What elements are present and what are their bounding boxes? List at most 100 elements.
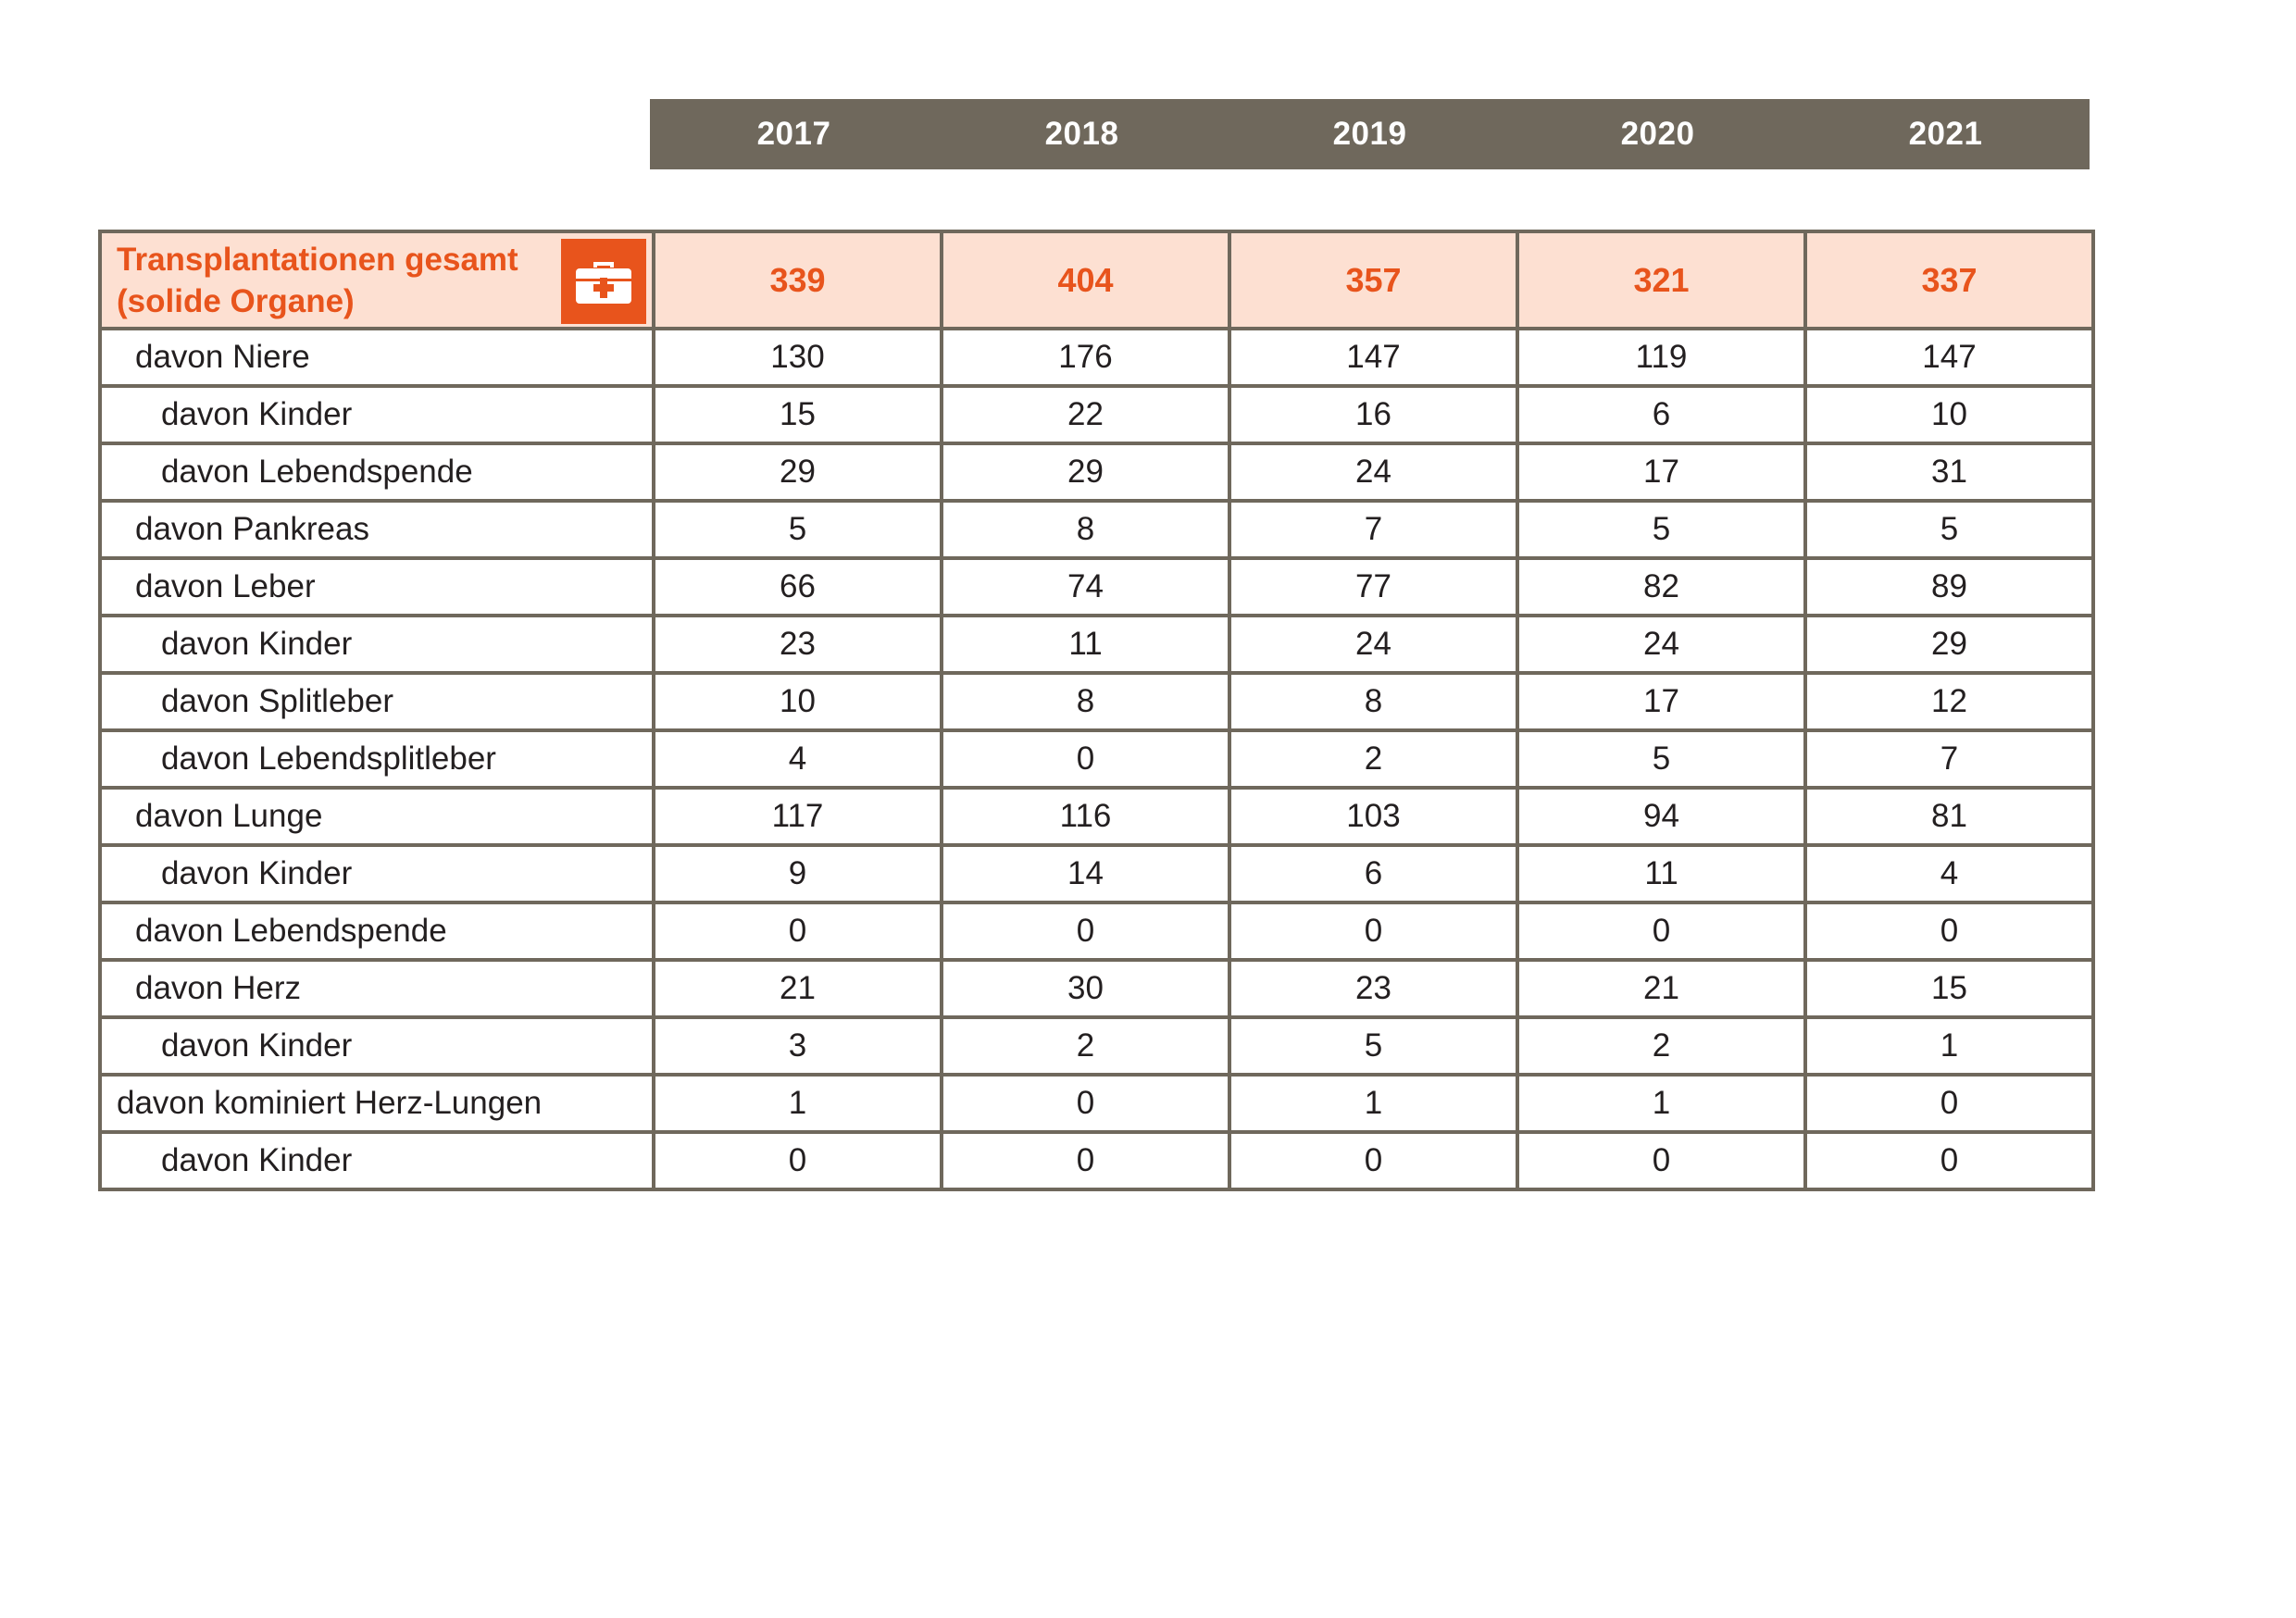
row-value-2017: 15	[652, 384, 943, 445]
total-row: Transplantationen gesamt (solide Organe)…	[98, 230, 2095, 330]
row-value-2017: 0	[652, 1130, 943, 1191]
row-value-2019: 0	[1228, 901, 1519, 962]
table-row: davon Kinder 9 14 6 11 4	[98, 843, 2095, 904]
table-row: davon kominiert Herz-Lungen 1 0 1 1 0	[98, 1073, 2095, 1134]
row-value-2021: 0	[1803, 1073, 2095, 1134]
row-value-2017: 29	[652, 442, 943, 503]
row-value-2020: 24	[1516, 614, 1807, 675]
row-value-2019: 147	[1228, 327, 1519, 388]
row-value-2017: 10	[652, 671, 943, 732]
row-value-2020: 21	[1516, 958, 1807, 1019]
year-header-2017: 2017	[756, 116, 831, 152]
table-row: davon Kinder 15 22 16 6 10	[98, 384, 2095, 445]
row-value-2020: 0	[1516, 901, 1807, 962]
row-value-2018: 0	[940, 1073, 1231, 1134]
row-label: davon Splitleber	[98, 671, 655, 732]
row-value-2020: 1	[1516, 1073, 1807, 1134]
row-value-2019: 23	[1228, 958, 1519, 1019]
row-value-2021: 89	[1803, 556, 2095, 617]
row-label: davon Lunge	[98, 786, 655, 847]
row-value-2019: 1	[1228, 1073, 1519, 1134]
row-value-2019: 24	[1228, 614, 1519, 675]
row-label: davon Kinder	[98, 1130, 655, 1191]
row-value-2021: 147	[1803, 327, 2095, 388]
row-value-2017: 21	[652, 958, 943, 1019]
total-value-2019: 357	[1228, 230, 1519, 330]
table-row: davon Splitleber 10 8 8 17 12	[98, 671, 2095, 732]
row-value-2017: 3	[652, 1015, 943, 1077]
row-value-2018: 11	[940, 614, 1231, 675]
row-label: davon Lebendspende	[98, 442, 655, 503]
row-value-2019: 7	[1228, 499, 1519, 560]
total-value-2018: 404	[940, 230, 1231, 330]
row-value-2020: 17	[1516, 671, 1807, 732]
row-value-2018: 0	[940, 901, 1231, 962]
row-value-2017: 9	[652, 843, 943, 904]
total-label-cell: Transplantationen gesamt (solide Organe)	[98, 230, 655, 330]
row-value-2021: 29	[1803, 614, 2095, 675]
row-value-2021: 0	[1803, 901, 2095, 962]
row-value-2018: 0	[940, 728, 1231, 790]
row-label: davon Kinder	[98, 1015, 655, 1077]
year-header-2018: 2018	[1044, 116, 1119, 152]
row-value-2021: 7	[1803, 728, 2095, 790]
total-value-2017: 339	[652, 230, 943, 330]
transplant-table: Transplantationen gesamt (solide Organe)…	[98, 230, 2095, 1191]
row-value-2020: 5	[1516, 499, 1807, 560]
total-value-2021: 337	[1803, 230, 2095, 330]
row-value-2017: 5	[652, 499, 943, 560]
row-label: davon Kinder	[98, 384, 655, 445]
row-value-2017: 0	[652, 901, 943, 962]
year-header-2021: 2021	[1908, 116, 1983, 152]
row-value-2018: 30	[940, 958, 1231, 1019]
table-row: davon Leber 66 74 77 82 89	[98, 556, 2095, 617]
row-value-2019: 16	[1228, 384, 1519, 445]
row-label: davon Leber	[98, 556, 655, 617]
row-value-2019: 77	[1228, 556, 1519, 617]
table-row: davon Lebendsplitleber 4 0 2 5 7	[98, 728, 2095, 790]
table-row: davon Kinder 0 0 0 0 0	[98, 1130, 2095, 1191]
row-value-2019: 0	[1228, 1130, 1519, 1191]
table-row: davon Lunge 117 116 103 94 81	[98, 786, 2095, 847]
row-label: davon Lebendsplitleber	[98, 728, 655, 790]
row-value-2018: 2	[940, 1015, 1231, 1077]
row-label: davon Niere	[98, 327, 655, 388]
row-value-2019: 8	[1228, 671, 1519, 732]
total-value-2020: 321	[1516, 230, 1807, 330]
row-value-2021: 15	[1803, 958, 2095, 1019]
row-value-2017: 130	[652, 327, 943, 388]
row-value-2017: 117	[652, 786, 943, 847]
total-label: Transplantationen gesamt (solide Organe)	[117, 241, 518, 319]
row-value-2020: 2	[1516, 1015, 1807, 1077]
row-value-2019: 2	[1228, 728, 1519, 790]
table-row: davon Kinder 3 2 5 2 1	[98, 1015, 2095, 1077]
row-value-2021: 81	[1803, 786, 2095, 847]
row-value-2018: 116	[940, 786, 1231, 847]
row-value-2017: 1	[652, 1073, 943, 1134]
row-value-2020: 11	[1516, 843, 1807, 904]
table-row: davon Niere 130 176 147 119 147	[98, 327, 2095, 388]
row-value-2017: 23	[652, 614, 943, 675]
row-label: davon Kinder	[98, 843, 655, 904]
row-value-2021: 10	[1803, 384, 2095, 445]
row-label: davon Pankreas	[98, 499, 655, 560]
row-label: davon Lebendspende	[98, 901, 655, 962]
row-value-2021: 0	[1803, 1130, 2095, 1191]
row-label: davon kominiert Herz-Lungen	[98, 1073, 655, 1134]
table-row: davon Pankreas 5 8 7 5 5	[98, 499, 2095, 560]
row-value-2021: 1	[1803, 1015, 2095, 1077]
table-row: davon Lebendspende 29 29 24 17 31	[98, 442, 2095, 503]
row-value-2018: 8	[940, 499, 1231, 560]
year-header-bar: 2017 2018 2019 2020 2021	[650, 99, 2090, 169]
row-value-2018: 14	[940, 843, 1231, 904]
row-value-2020: 119	[1516, 327, 1807, 388]
row-value-2020: 17	[1516, 442, 1807, 503]
row-value-2021: 31	[1803, 442, 2095, 503]
row-value-2018: 29	[940, 442, 1231, 503]
first-aid-kit-icon	[561, 239, 646, 324]
row-value-2020: 82	[1516, 556, 1807, 617]
row-value-2020: 5	[1516, 728, 1807, 790]
row-value-2021: 12	[1803, 671, 2095, 732]
row-value-2018: 8	[940, 671, 1231, 732]
year-header-2019: 2019	[1332, 116, 1407, 152]
